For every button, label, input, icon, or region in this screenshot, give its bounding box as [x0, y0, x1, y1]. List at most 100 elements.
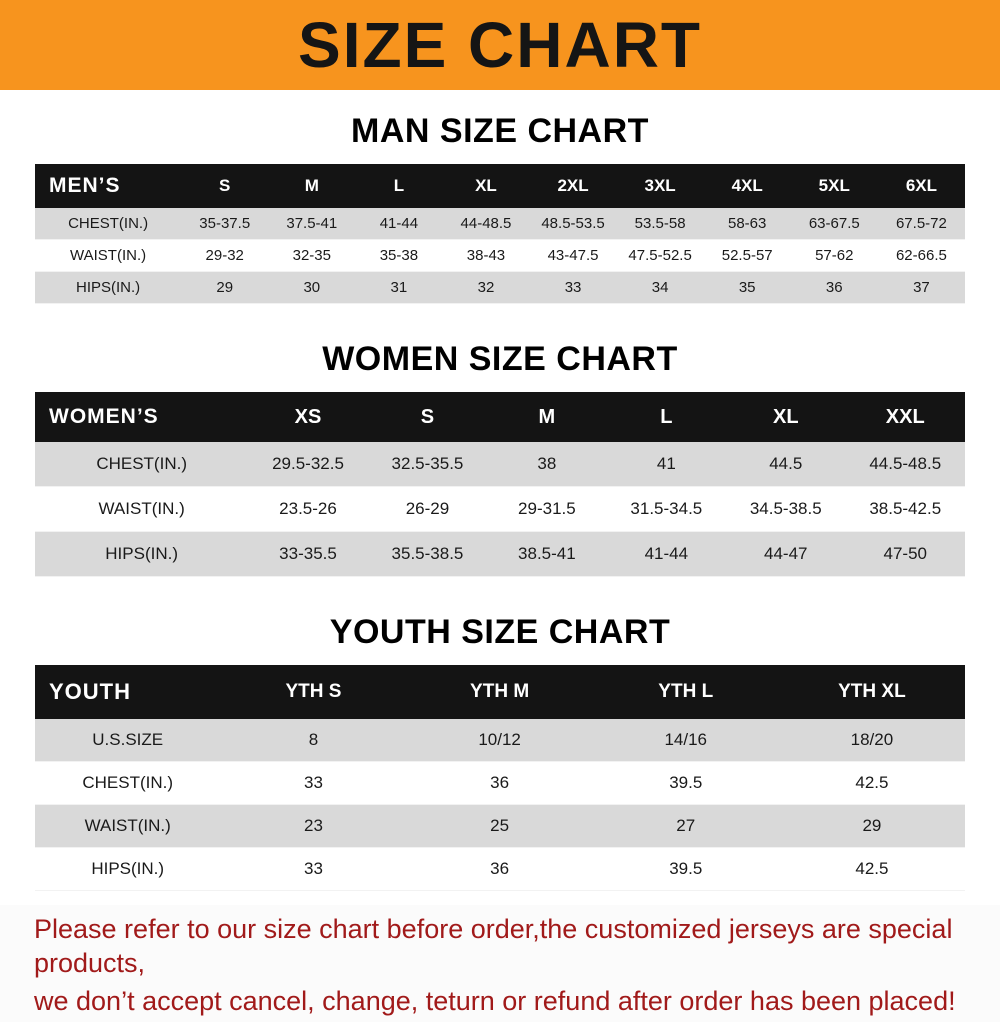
table-row: WAIST(IN.) 23 25 27 29 — [35, 804, 965, 848]
table-row: HIPS(IN.) 33 36 39.5 42.5 — [35, 847, 965, 891]
men-section: MAN SIZE CHART MEN’S S M L XL 2XL 3XL 4XL 5XL 6XL… — [0, 90, 1000, 304]
column-header: 4XL — [703, 164, 791, 208]
cell-value: 32-35 — [292, 247, 331, 264]
cell-value: 57-62 — [815, 247, 854, 264]
cell-value: 26-29 — [405, 499, 450, 518]
column-header: 5XL — [790, 164, 878, 208]
cell-value: 47.5-52.5 — [628, 247, 692, 264]
cell-value: 62-66.5 — [895, 247, 947, 264]
cell-value: 33 — [304, 859, 323, 878]
cell-value: 38-43 — [466, 247, 506, 264]
men-table-head: MEN’S S M L XL 2XL 3XL 4XL 5XL 6XL — [35, 164, 965, 208]
row-label: HIPS(IN.) — [91, 859, 165, 878]
column-header: M — [487, 392, 607, 442]
cell-value: 35.5-38.5 — [391, 544, 464, 563]
women-section: WOMEN SIZE CHART WOMEN’S XS S M L XL XXL CHEST… — [0, 304, 1000, 577]
table-header-row: YOUTH YTH S YTH M YTH L YTH XL — [35, 665, 965, 719]
men-table-body: CHEST(IN.) 35-37.5 37.5-41 41-44 44-48.5 48.5… — [35, 208, 965, 304]
cell-value: 37.5-41 — [286, 215, 338, 232]
cell-value: 25 — [490, 816, 510, 835]
notice-line-1: Please refer to our size chart before or… — [34, 914, 953, 978]
men-section-heading: MAN SIZE CHART — [351, 112, 649, 150]
women-section-heading: WOMEN SIZE CHART — [322, 340, 678, 378]
table-corner-header: YOUTH — [35, 665, 221, 719]
cell-value: 33-35.5 — [279, 544, 337, 563]
cell-value: 33 — [564, 279, 582, 296]
cell-value: 35-38 — [379, 247, 419, 264]
column-header: XL — [442, 164, 530, 208]
women-table-body: CHEST(IN.) 29.5-32.5 32.5-35.5 38 41 44.5 44.5… — [35, 442, 965, 577]
table-row: HIPS(IN.) 33-35.5 35.5-38.5 38.5-41 41-44 44-… — [35, 531, 965, 577]
cell-value: 48.5-53.5 — [541, 215, 605, 232]
cell-value: 53.5-58 — [634, 215, 686, 232]
column-header: M — [268, 164, 356, 208]
cell-value: 29 — [216, 279, 234, 296]
cell-value: 39.5 — [669, 773, 703, 792]
column-header: 6XL — [877, 164, 965, 208]
cell-value: 44.5 — [769, 454, 803, 473]
cell-value: 18/20 — [850, 730, 894, 749]
column-header: XS — [248, 392, 368, 442]
page-title: SIZE CHART — [298, 9, 702, 81]
youth-table-head: YOUTH YTH S YTH M YTH L YTH XL — [35, 665, 965, 719]
cell-value: 63-67.5 — [808, 215, 860, 232]
cell-value: 29-31.5 — [518, 499, 576, 518]
cell-value: 14/16 — [664, 730, 708, 749]
cell-value: 32 — [477, 279, 495, 296]
column-header: XL — [726, 392, 846, 442]
men-size-table: MEN’S S M L XL 2XL 3XL 4XL 5XL 6XL CHEST(IN.) 35-3… — [35, 164, 965, 304]
cell-value: 58-63 — [728, 215, 767, 232]
column-header: YTH S — [220, 665, 407, 719]
cell-value: 41-44 — [644, 544, 689, 563]
youth-section: YOUTH SIZE CHART YOUTH YTH S YTH M YTH L YTH… — [0, 577, 1000, 891]
column-header: S — [367, 392, 488, 442]
cell-value: 34 — [651, 279, 669, 296]
cell-value: 10/12 — [478, 730, 521, 749]
table-row: WAIST(IN.) 29-32 32-35 35-38 38-43 43-47.5 47.… — [35, 239, 965, 272]
cell-value: 32.5-35.5 — [391, 454, 464, 473]
cell-value: 37 — [913, 279, 930, 296]
women-table-head: WOMEN’S XS S M L XL XXL — [35, 392, 965, 442]
cell-value: 38.5-42.5 — [869, 499, 942, 518]
row-label: U.S.SIZE — [92, 730, 164, 749]
row-label: WAIST(IN.) — [98, 499, 185, 518]
column-header: 3XL — [616, 164, 704, 208]
row-label: CHEST(IN.) — [82, 773, 174, 792]
table-row: CHEST(IN.) 35-37.5 37.5-41 41-44 44-48.5 48.5… — [35, 208, 965, 240]
cell-value: 36 — [490, 859, 510, 878]
cell-value: 42.5 — [855, 773, 889, 792]
cell-value: 67.5-72 — [895, 215, 947, 232]
table-header-row: MEN’S S M L XL 2XL 3XL 4XL 5XL 6XL — [35, 164, 965, 208]
cell-value: 35-37.5 — [199, 215, 251, 232]
table-row: U.S.SIZE 8 10/12 14/16 18/20 — [35, 719, 965, 762]
table-corner-header: WOMEN’S — [35, 392, 249, 442]
cell-value: 41-44 — [379, 215, 419, 232]
cell-value: 23.5-26 — [279, 499, 337, 518]
cell-value: 44.5-48.5 — [869, 454, 942, 473]
cell-value: 27 — [676, 816, 696, 835]
cell-value: 31 — [390, 279, 408, 296]
cell-value: 34.5-38.5 — [749, 499, 822, 518]
cell-value: 29-32 — [205, 247, 244, 264]
cell-value: 36 — [490, 773, 510, 792]
column-header: S — [181, 164, 269, 208]
column-header: XXL — [845, 392, 965, 442]
cell-value: 29 — [862, 816, 882, 835]
women-size-table: WOMEN’S XS S M L XL XXL CHEST(IN.) 29.5-32.5 32.… — [35, 392, 965, 577]
youth-table-body: U.S.SIZE 8 10/12 14/16 18/20 CHEST(IN.) 33 36 39… — [35, 719, 965, 891]
row-label: CHEST(IN.) — [96, 454, 187, 473]
cell-value: 44-47 — [764, 544, 808, 563]
cell-value: 29.5-32.5 — [272, 454, 344, 473]
footer-notice: Please refer to our size chart before or… — [0, 905, 1000, 1022]
column-header: 2XL — [529, 164, 617, 208]
cell-value: 31.5-34.5 — [630, 499, 703, 518]
cell-value: 35 — [738, 279, 756, 296]
column-header: L — [606, 392, 727, 442]
table-row: WAIST(IN.) 23.5-26 26-29 29-31.5 31.5-34.5 34… — [35, 486, 965, 532]
youth-size-table: YOUTH YTH S YTH M YTH L YTH XL U.S.SIZE 8 10/1… — [35, 665, 965, 891]
cell-value: 36 — [825, 279, 843, 296]
cell-value: 8 — [308, 730, 319, 749]
table-row: CHEST(IN.) 33 36 39.5 42.5 — [35, 761, 965, 805]
cell-value: 38 — [537, 454, 557, 473]
